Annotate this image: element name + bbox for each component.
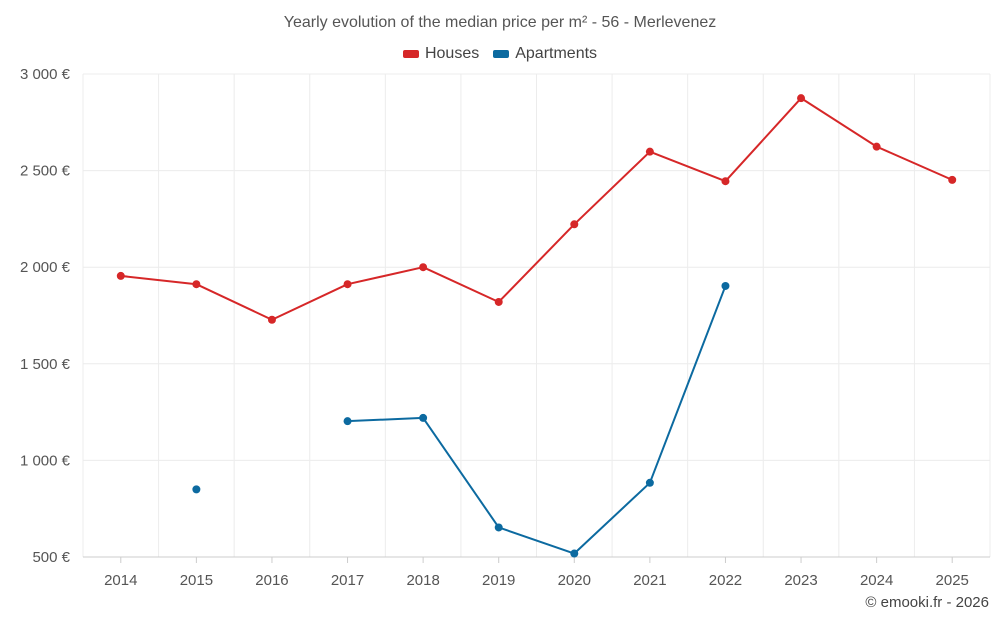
- data-point-houses: [192, 280, 201, 289]
- legend-label-houses: Houses: [424, 45, 480, 62]
- y-tick-label: 3 000 €: [20, 66, 71, 83]
- legend-item-houses[interactable]: Houses: [402, 45, 480, 63]
- data-point-houses: [343, 280, 352, 289]
- x-tick-label: 2025: [936, 572, 969, 589]
- x-tick-label: 2014: [104, 572, 137, 589]
- data-point-apartments: [570, 549, 579, 558]
- data-point-apartments: [343, 417, 352, 426]
- data-point-houses: [116, 271, 125, 280]
- legend-swatch-apartments: [493, 50, 510, 58]
- x-tick-label: 2019: [482, 572, 515, 589]
- x-tick-label: 2020: [558, 572, 591, 589]
- data-point-apartments: [192, 485, 201, 494]
- legend-label-apartments: Apartments: [515, 45, 598, 62]
- series-line-houses: [120, 97, 953, 321]
- data-point-houses: [419, 263, 428, 272]
- data-point-apartments: [419, 413, 428, 422]
- y-tick-label: 500 €: [32, 549, 70, 566]
- y-tick-label: 1 500 €: [20, 356, 71, 373]
- x-tick-label: 2021: [633, 572, 666, 589]
- data-point-apartments: [494, 523, 503, 532]
- data-point-apartments: [721, 281, 730, 290]
- y-tick-label: 2 000 €: [20, 259, 71, 276]
- data-point-houses: [948, 175, 957, 184]
- x-tick-label: 2023: [784, 572, 817, 589]
- x-tick-label: 2022: [709, 572, 742, 589]
- data-point-houses: [797, 94, 806, 103]
- x-tick-label: 2017: [331, 572, 364, 589]
- data-point-houses: [872, 142, 881, 151]
- x-tick-label: 2024: [860, 572, 893, 589]
- x-tick-label: 2018: [406, 572, 439, 589]
- data-point-houses: [267, 315, 276, 324]
- legend-swatch-houses: [402, 50, 419, 58]
- x-tick-label: 2016: [255, 572, 288, 589]
- data-point-apartments: [645, 478, 654, 487]
- legend: Houses Apartments: [0, 45, 1000, 63]
- y-tick-label: 1 000 €: [20, 452, 71, 469]
- y-tick-label: 2 500 €: [20, 163, 71, 180]
- data-point-houses: [645, 147, 654, 156]
- credit-text: © emooki.fr - 2026: [865, 594, 989, 611]
- legend-item-apartments[interactable]: Apartments: [493, 45, 597, 63]
- chart-title: Yearly evolution of the median price per…: [283, 14, 717, 31]
- data-point-houses: [570, 220, 579, 229]
- data-point-houses: [721, 177, 730, 186]
- x-tick-label: 2015: [180, 572, 213, 589]
- series-line-apartments: [347, 285, 727, 555]
- data-point-houses: [494, 297, 503, 306]
